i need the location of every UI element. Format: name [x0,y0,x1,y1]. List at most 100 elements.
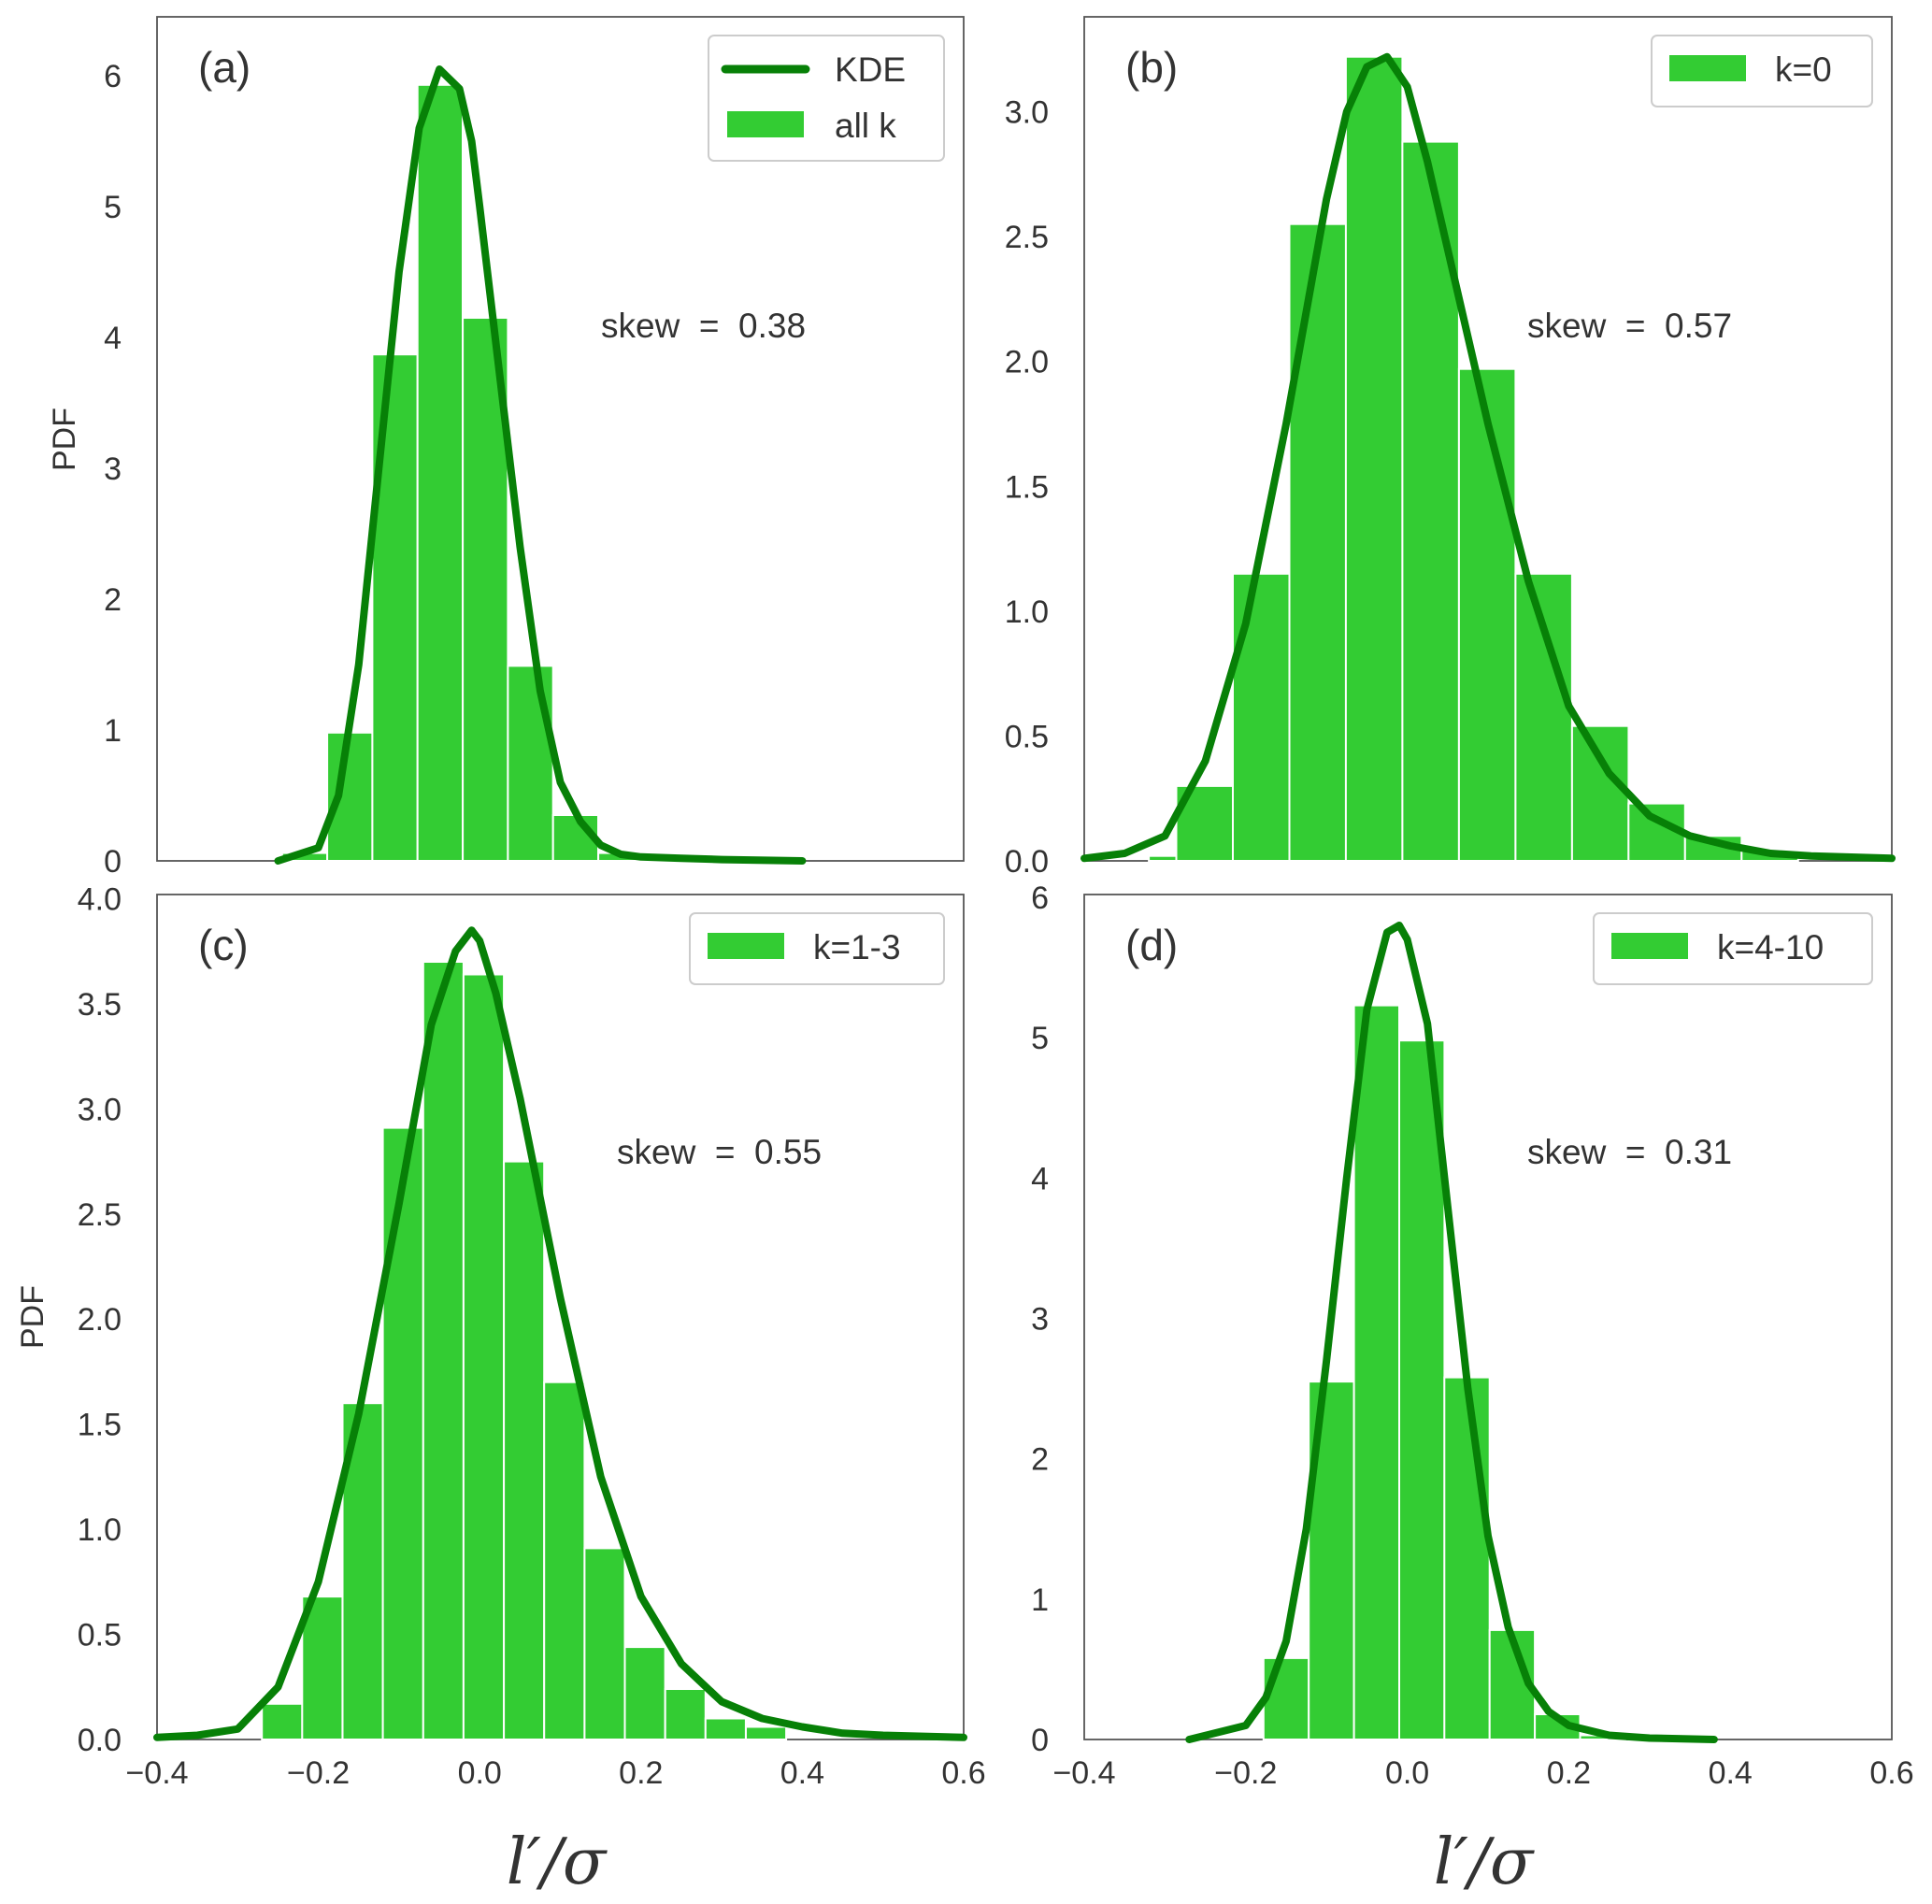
y-tick-label-c-6: 3.0 [78,1092,122,1127]
x-tick-label-d-0: −0.4 [1052,1755,1115,1791]
y-tick-label-c-2: 1.0 [78,1512,122,1548]
skew-annotation-c: skew = 0.55 [617,1133,822,1171]
x-tick-label-d-1: −0.2 [1214,1755,1277,1791]
y-axis-title-c: PDF [15,1285,50,1349]
y-tick-label-b-6: 3.0 [1005,95,1049,131]
y-tick-label-b-0: 0.0 [1005,844,1049,880]
hist-bar-a-2 [371,353,419,862]
panel-b: 0.0 0.5 1.0 1.5 2.0 2.5 3.0 [1005,52,1896,880]
x-axis-title-d: l′/σ [1434,1825,1535,1899]
hist-bar-a-3 [416,83,465,863]
y-tick-label-a-4: 4 [104,321,122,356]
skew-annotation-a: skew = 0.38 [601,307,806,345]
y-tick-label-c-4: 2.0 [78,1302,122,1338]
legend-d-bar-label: k=4-10 [1717,928,1824,966]
legend-c: k=1-3 [689,912,945,985]
y-tick-label-c-1: 0.5 [78,1618,122,1653]
kde-line-b [1080,52,1896,863]
hist-bar-c-3 [381,1126,424,1740]
x-tick-label-d-2: 0.0 [1385,1755,1429,1791]
hist-bar-b-6 [1457,367,1517,862]
legend-a-box [708,35,945,162]
hist-bar-d-2 [1352,1004,1400,1740]
y-tick-label-a-2: 2 [104,582,122,618]
panel-label-c: (c) [198,921,249,969]
x-tick-label-c-0: −0.4 [125,1755,188,1791]
panel-d: 0 1 2 3 4 5 6 −0.4 −0.2 0.0 0.2 0.4 0.6 [1031,880,1914,1791]
kde-line-d [1185,922,1718,1743]
y-tick-label-b-2: 1.0 [1005,594,1049,630]
y-tick-label-d-4: 4 [1031,1161,1049,1196]
hist-bar-b-3 [1288,222,1347,862]
y-tick-label-d-1: 1 [1031,1582,1049,1618]
y-tick-label-b-4: 2.0 [1005,345,1049,380]
hist-bar-b-0 [1148,854,1178,863]
y-tick-label-a-5: 5 [104,190,122,225]
y-tick-label-d-3: 3 [1031,1302,1049,1338]
y-tick-label-a-0: 0 [104,844,122,880]
y-tick-label-a-6: 6 [104,59,122,94]
y-tick-label-d-2: 2 [1031,1442,1049,1478]
legend-d: k=4-10 [1593,912,1873,985]
hist-bar-a-5 [507,665,554,863]
y-tick-label-b-3: 1.5 [1005,469,1049,505]
legend-d-bar-swatch [1611,933,1688,959]
hist-bar-c-12 [745,1725,788,1740]
legend-a: KDE all k [708,35,945,162]
kde-line-c [153,926,967,1741]
x-tick-label-c-2: 0.0 [458,1755,502,1791]
y-tick-label-c-7: 3.5 [78,987,122,1023]
hist-bar-c-8 [583,1547,626,1741]
skew-annotation-d: skew = 0.31 [1527,1133,1732,1171]
y-tick-label-a-3: 3 [104,451,122,487]
x-tick-label-d-5: 0.6 [1869,1755,1913,1791]
panel-a: 0 1 2 3 4 5 6 [104,59,807,880]
kde-line-a [274,65,807,865]
panel-label-b: (b) [1125,43,1178,92]
x-tick-label-d-4: 0.4 [1709,1755,1753,1791]
legend-a-bar-label: all k [835,107,896,145]
legend-a-kde-label: KDE [835,50,906,89]
y-tick-label-d-0: 0 [1031,1723,1049,1758]
hist-bar-b-4 [1344,55,1404,862]
hist-bar-d-0 [1262,1656,1310,1741]
skew-annotation-b: skew = 0.57 [1527,307,1732,345]
legend-b-bar-swatch [1669,55,1746,81]
legend-c-bar-swatch [708,933,784,959]
x-tick-label-c-4: 0.4 [780,1755,824,1791]
legend-b: k=0 [1651,35,1873,107]
hist-bar-b-2 [1232,572,1291,862]
legend-c-box [689,912,945,985]
hist-bar-c-0 [261,1702,304,1741]
hist-bar-d-3 [1398,1039,1446,1740]
y-tick-label-d-6: 6 [1031,880,1049,916]
y-tick-label-c-8: 4.0 [78,882,122,918]
x-tick-label-c-1: −0.2 [287,1755,350,1791]
hist-bar-c-7 [543,1381,586,1740]
hist-bar-d-4 [1443,1376,1491,1740]
hist-bar-c-9 [623,1646,666,1740]
x-axis-title-c: l′/σ [507,1825,608,1899]
y-tick-label-c-3: 1.5 [78,1408,122,1443]
y-tick-label-b-1: 0.5 [1005,719,1049,754]
hist-bar-c-10 [664,1688,707,1740]
y-tick-label-b-5: 2.5 [1005,220,1049,255]
y-tick-label-c-0: 0.0 [78,1723,122,1758]
y-tick-label-d-5: 5 [1031,1021,1049,1056]
legend-c-bar-label: k=1-3 [813,928,901,966]
y-axis-title-a: PDF [47,408,82,471]
panel-c: 0.0 0.5 1.0 1.5 2.0 2.5 3.0 3.5 4.0 −0.4 −0.2 0.0 0.… [78,882,986,1792]
hist-bar-b-8 [1570,724,1630,863]
x-tick-label-c-3: 0.2 [619,1755,663,1791]
y-tick-label-c-5: 2.5 [78,1197,122,1233]
panel-label-d: (d) [1125,921,1178,969]
hist-bar-c-11 [704,1717,747,1740]
legend-b-box [1651,35,1873,107]
hist-bar-c-5 [462,973,506,1740]
x-tick-label-d-3: 0.2 [1547,1755,1591,1791]
hist-bar-a-1 [326,731,374,862]
panel-label-a: (a) [198,43,250,92]
legend-d-box [1593,912,1873,985]
hist-bar-c-6 [503,1160,546,1740]
